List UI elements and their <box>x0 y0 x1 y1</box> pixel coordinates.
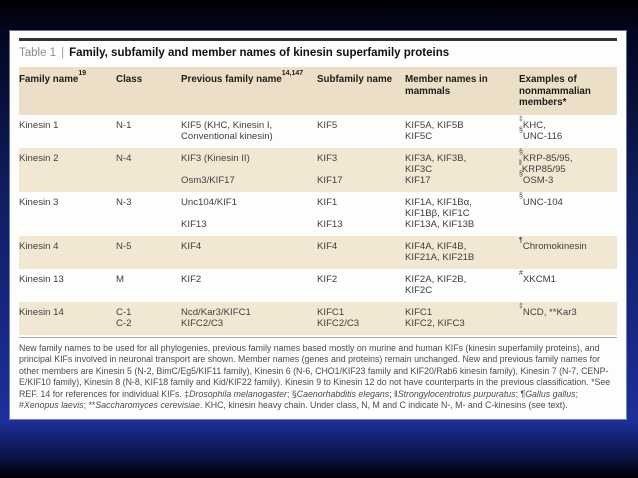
header-cell: Previous family name14,147 <box>181 70 304 85</box>
table-cell: §KRP-85/95, ‖KRP85/95 §OSM-3 <box>519 148 573 186</box>
table-cell: KIF4 <box>181 240 202 252</box>
title-text: Family, subfamily and member names of ki… <box>69 47 450 59</box>
table-cell: N-3 <box>116 196 132 208</box>
table-cell: §UNC-104 <box>519 192 563 208</box>
table-row: Kinesin 14 C-1 C-2 Ncd/Kar3/KIFC1 KIFC2/C3 KI… <box>19 301 617 335</box>
table-cell: KIF3A, KIF3B, KIF3C KIF17 <box>405 152 467 186</box>
header-cell: Subfamily name <box>317 74 393 85</box>
table-cell: KIF3 (Kinesin II) Osm3/KIF17 <box>181 152 250 186</box>
table-row: Kinesin 2 N-4 KIF3 (Kinesin II) Osm3/KIF17… <box>19 147 617 192</box>
table-row: Kinesin 4 N-5 KIF4 KIF4 KIF4A, KIF4B, KIF21A,… <box>19 235 617 269</box>
footnote: New family names to be used for all phyl… <box>19 336 617 413</box>
top-rule <box>19 38 617 41</box>
table-row: Kinesin 1 N-1 KIF5 (KHC, Kinesin I, Convent… <box>19 115 617 148</box>
table-cell: KIFC1 KIFC2, KIFC3 <box>405 306 465 329</box>
header-cell: Class <box>116 74 143 85</box>
table-row: Kinesin 3 N-3 Unc104/KIF1 KIF13 KIF1 KIF13 K… <box>19 192 617 236</box>
table-cell: KIF4 <box>317 240 338 252</box>
table-cell: Kinesin 14 <box>19 306 64 318</box>
table-cell: KIF1A, KIF1Bα, KIF1Bβ, KIF1C KIF13A, KIF13… <box>405 196 475 230</box>
table-cell: KIF2 <box>317 273 338 285</box>
table-cell: KIFC1 KIFC2/C3 <box>317 306 360 329</box>
table-cell: N-4 <box>116 152 132 164</box>
table-cell: ¶Chromokinesin <box>519 236 587 252</box>
table-cell: KIF5 <box>317 119 338 131</box>
table-cell: Unc104/KIF1 KIF13 <box>181 196 237 230</box>
table-panel: Table 1 | Family, subfamily and member nam… <box>10 31 626 419</box>
table-cell: N-1 <box>116 119 132 131</box>
table-label: Table 1 <box>19 47 57 59</box>
table-cell: N-5 <box>116 240 132 252</box>
table-cell: Kinesin 2 <box>19 152 59 164</box>
table-cell: C-1 C-2 <box>116 306 132 329</box>
table-row: Kinesin 13 M KIF2 KIF2 KIF2A, KIF2B, KIF2C #XK… <box>19 269 617 302</box>
table-cell: KIF2A, KIF2B, KIF2C <box>405 273 467 296</box>
table-cell: KIF5A, KIF5B KIF5C <box>405 119 464 142</box>
table-cell: Ncd/Kar3/KIFC1 KIFC2/C3 <box>181 306 251 329</box>
table-cell: KIF1 KIF13 <box>317 196 343 230</box>
table-title: Table 1 | Family, subfamily and member nam… <box>19 46 617 67</box>
table-body: Kinesin 1 N-1 KIF5 (KHC, Kinesin I, Convent… <box>19 115 617 335</box>
table-cell: KIF4A, KIF4B, KIF21A, KIF21B <box>405 240 475 263</box>
header-cell: Family name19 <box>19 70 87 85</box>
table-cell: KIF3 KIF17 <box>317 152 343 186</box>
table-cell: KIF2 <box>181 273 202 285</box>
header-cell: Member names in mammals <box>405 74 488 97</box>
table-cell: M <box>116 273 124 285</box>
table-cell: ‡NCD, **Kar3 <box>519 302 577 318</box>
table-cell: Kinesin 1 <box>19 119 59 131</box>
header-cell: Examples of nonmammalian members* <box>519 74 591 108</box>
title-separator: | <box>61 47 65 59</box>
table-header-row: Family name19 Class Previous family name14… <box>19 67 617 115</box>
table-cell: Kinesin 3 <box>19 196 59 208</box>
table-cell: Kinesin 13 <box>19 273 64 285</box>
table-cell: KIF5 (KHC, Kinesin I, Conventional kinesi… <box>181 119 273 142</box>
table-cell: #XKCM1 <box>519 269 556 285</box>
table-cell: Kinesin 4 <box>19 240 59 252</box>
table-cell: ‡KHC, §UNC-116 <box>519 115 563 142</box>
